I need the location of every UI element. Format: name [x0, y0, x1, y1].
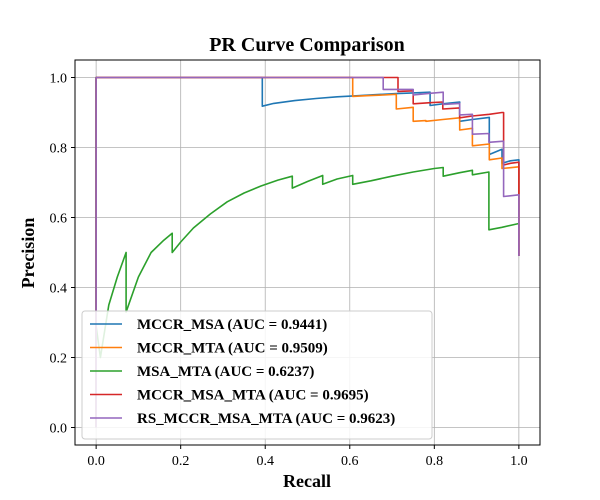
chart-title: PR Curve Comparison [209, 34, 405, 56]
x-axis-label: Recall [283, 471, 331, 491]
x-tick-label: 1.0 [510, 454, 528, 469]
y-tick-label: 0.8 [50, 142, 68, 157]
y-tick-label: 0.2 [50, 352, 68, 367]
x-tick-label: 0.6 [341, 454, 359, 469]
y-tick-label: 1.0 [50, 72, 68, 87]
legend-label: MCCR_MSA_MTA (AUC = 0.9695) [137, 388, 369, 404]
y-axis-label: Precision [18, 218, 38, 289]
legend-label: MCCR_MTA (AUC = 0.9509) [137, 341, 328, 357]
legend: MCCR_MSA (AUC = 0.9441) MCCR_MTA (AUC = 0… [82, 311, 432, 439]
legend-label: MCCR_MSA (AUC = 0.9441) [137, 317, 327, 333]
y-tick-label: 0.6 [50, 212, 68, 227]
x-tick-label: 0.0 [87, 454, 105, 469]
legend-label: RS_MCCR_MSA_MTA (AUC = 0.9623) [137, 411, 395, 427]
legend-label: MSA_MTA (AUC = 0.6237) [137, 364, 314, 380]
x-tick-label: 0.4 [256, 454, 274, 469]
y-tick-label: 0.0 [50, 422, 68, 437]
y-tick-label: 0.4 [50, 282, 68, 297]
x-tick-label: 0.2 [172, 454, 190, 469]
x-tick-label: 0.8 [426, 454, 444, 469]
